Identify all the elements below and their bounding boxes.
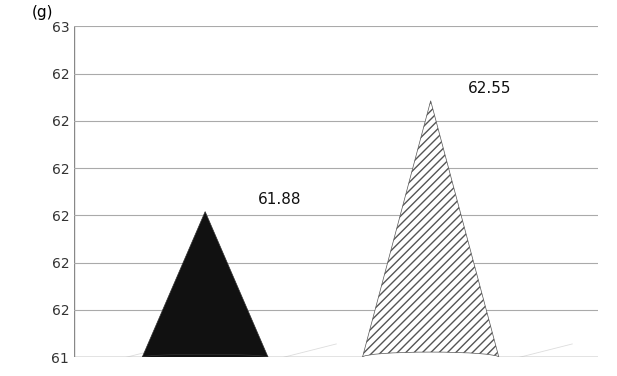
Text: 61.88: 61.88 xyxy=(258,192,301,207)
Ellipse shape xyxy=(363,352,499,362)
Text: (g): (g) xyxy=(32,5,54,20)
Polygon shape xyxy=(142,212,268,357)
Text: 62.55: 62.55 xyxy=(468,81,511,96)
Ellipse shape xyxy=(142,354,268,360)
Polygon shape xyxy=(363,101,499,357)
